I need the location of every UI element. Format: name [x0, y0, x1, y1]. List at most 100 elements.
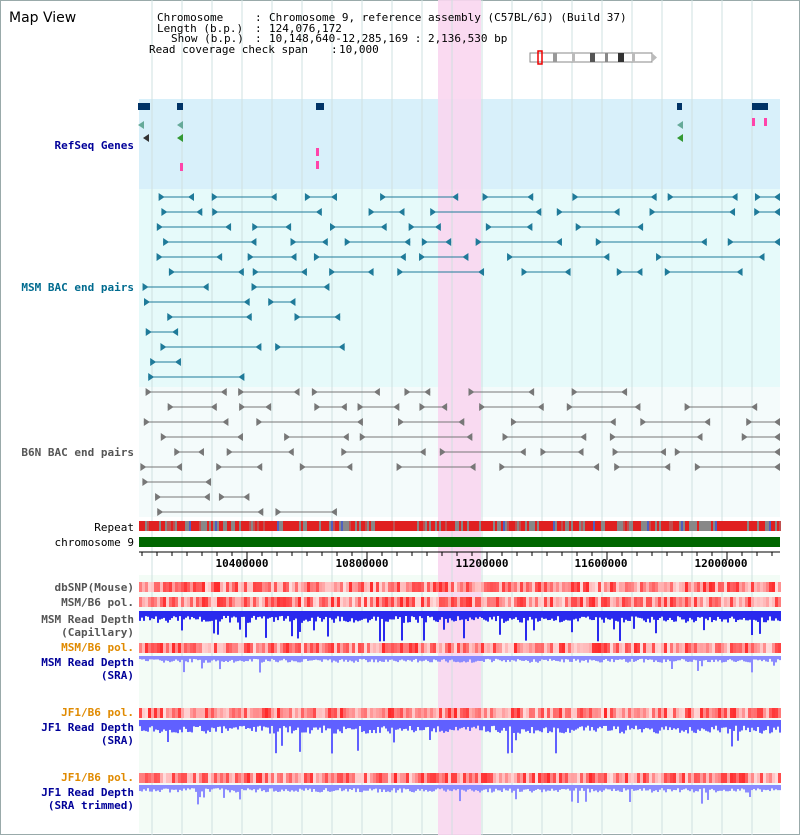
heat-cell — [208, 773, 211, 783]
repeat-block — [765, 521, 767, 531]
heat-cell — [160, 708, 163, 718]
track-label-msm-bac[interactable]: MSM BAC end pairs — [21, 281, 134, 294]
depth-bar — [355, 785, 357, 793]
msm-bac-pair-end — [150, 358, 157, 366]
depth-bar — [771, 611, 773, 621]
b6n-bac-pair-end — [571, 388, 578, 396]
heat-cell — [775, 597, 778, 607]
depth-bar — [531, 611, 533, 620]
depth-bar — [547, 720, 549, 734]
heat-cell — [772, 597, 775, 607]
depth-bar — [213, 611, 215, 634]
b6n-bac-pair-end — [746, 418, 753, 426]
heat-cell — [457, 643, 460, 653]
depth-bar — [247, 720, 249, 729]
track-label-b6n-bac[interactable]: B6N BAC end pairs — [21, 446, 134, 459]
repeat-block — [627, 521, 629, 531]
depth-bar — [181, 785, 183, 791]
depth-bar — [487, 656, 489, 659]
repeat-block — [467, 521, 469, 531]
repeat-block — [543, 521, 545, 531]
heat-cell — [391, 597, 394, 607]
depth-bar — [557, 785, 559, 792]
repeat-block — [519, 521, 521, 531]
ideogram-band — [605, 53, 608, 62]
depth-bar — [677, 611, 679, 617]
depth-bar — [289, 611, 291, 622]
depth-bar — [215, 611, 217, 620]
depth-bar — [221, 656, 223, 662]
heat-cell — [712, 582, 715, 592]
depth-bar — [777, 656, 779, 660]
heat-cell — [673, 597, 676, 607]
repeat-block — [459, 521, 461, 531]
heat-cell — [529, 597, 532, 607]
b6n-bac-pair-end — [167, 403, 174, 411]
heat-cell — [253, 597, 256, 607]
b6n-bac-pair-end — [293, 388, 300, 396]
depth-bar — [313, 611, 315, 631]
repeat-block — [449, 521, 451, 531]
depth-bar — [465, 785, 467, 792]
b6n-bac-pair-end — [142, 478, 149, 486]
heat-cell — [175, 773, 178, 783]
depth-bar — [587, 656, 589, 663]
depth-bar — [603, 656, 605, 660]
depth-bar — [509, 720, 511, 727]
depth-bar — [485, 656, 487, 660]
heat-cell — [319, 643, 322, 653]
heat-cell — [274, 597, 277, 607]
heat-cell — [472, 773, 475, 783]
track-label-refseq[interactable]: RefSeq Genes — [54, 139, 134, 152]
heat-cell — [304, 582, 307, 592]
depth-bar — [387, 720, 389, 732]
heat-cell — [769, 643, 772, 653]
repeat-block — [759, 521, 761, 531]
heat-cell — [481, 582, 484, 592]
depth-bar — [529, 785, 531, 792]
heat-cell — [250, 582, 253, 592]
heat-cell — [727, 582, 730, 592]
heat-cell — [751, 773, 754, 783]
heat-cell — [496, 582, 499, 592]
heat-cell — [484, 773, 487, 783]
page-title: Map View — [9, 10, 77, 26]
depth-bar — [153, 656, 155, 660]
depth-bar — [603, 785, 605, 791]
depth-bar — [277, 785, 279, 793]
depth-bar — [191, 656, 193, 663]
depth-bar — [713, 720, 715, 730]
depth-bar — [173, 656, 175, 661]
depth-bar — [259, 720, 261, 726]
depth-bar — [693, 611, 695, 623]
msm-bac-pair-end — [225, 223, 232, 231]
heat-cell — [373, 708, 376, 718]
depth-bar — [611, 785, 613, 792]
depth-bar — [217, 611, 219, 635]
heat-cell — [244, 708, 247, 718]
track-label-msm-depth-capillary: MSM Read Depth — [41, 613, 134, 626]
depth-bar — [319, 785, 321, 793]
depth-bar — [207, 720, 209, 731]
depth-bar — [531, 785, 533, 793]
heat-cell — [385, 773, 388, 783]
depth-bar — [771, 720, 773, 733]
depth-bar — [185, 611, 187, 618]
heat-cell — [460, 582, 463, 592]
heat-cell — [676, 708, 679, 718]
depth-bar — [693, 656, 695, 660]
heat-cell — [412, 643, 415, 653]
depth-bar — [241, 720, 243, 727]
depth-bar — [455, 720, 457, 727]
depth-bar — [627, 785, 629, 790]
heat-cell — [631, 708, 634, 718]
heat-cell — [406, 773, 409, 783]
heat-cell — [367, 643, 370, 653]
heat-cell — [238, 643, 241, 653]
heat-cell — [544, 597, 547, 607]
heat-cell — [343, 708, 346, 718]
depth-bar — [177, 656, 179, 661]
depth-bar — [327, 611, 329, 637]
heat-cell — [745, 582, 748, 592]
